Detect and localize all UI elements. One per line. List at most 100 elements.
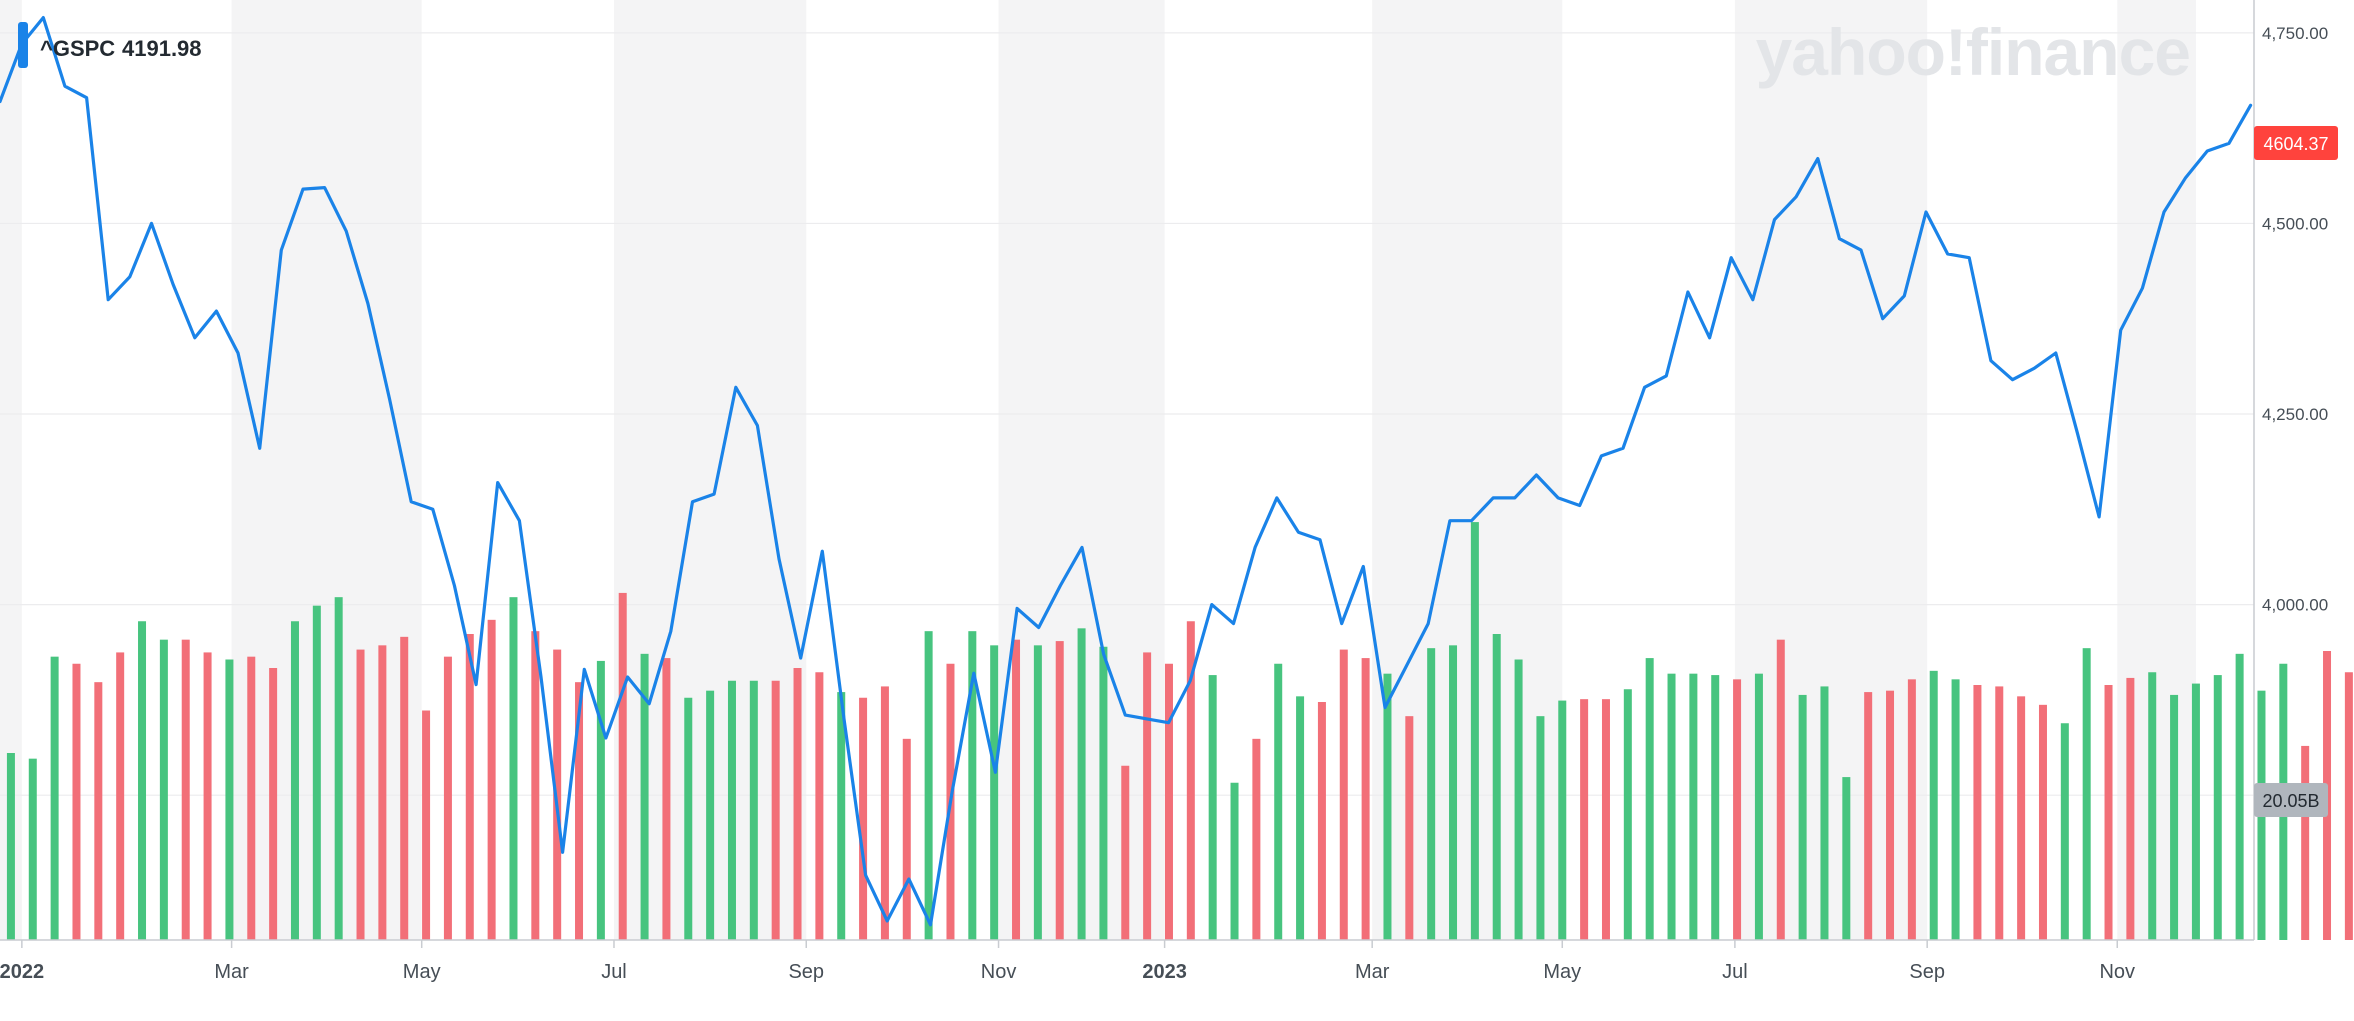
volume-bar: [727, 680, 736, 940]
volume-bar: [116, 652, 125, 940]
volume-bar: [837, 692, 846, 940]
volume-bar: [1492, 634, 1501, 940]
volume-bar: [1842, 777, 1851, 940]
last-price-tag: 4604.37: [2254, 126, 2338, 160]
volume-bar: [1536, 716, 1545, 940]
price-tick-label: 4,000.00: [2262, 596, 2328, 615]
volume-bar: [859, 697, 868, 940]
volume-bar: [2148, 672, 2157, 940]
last-price-label: 4604.37: [2263, 134, 2328, 154]
volume-bar: [356, 649, 365, 940]
volume-bar: [2038, 704, 2047, 940]
volume-bar: [553, 649, 562, 940]
volume-bar: [378, 645, 387, 940]
symbol-color-swatch: [18, 22, 28, 68]
volume-bar: [1864, 692, 1873, 940]
volume-bar: [2344, 672, 2353, 940]
volume-bar: [203, 652, 212, 940]
time-tick-label: May: [1543, 961, 1581, 983]
time-tick-label: Nov: [981, 961, 1017, 983]
month-shade-band: [1734, 0, 1928, 940]
volume-bar: [662, 658, 671, 940]
volume-bar: [1317, 702, 1326, 940]
volume-bar: [2017, 696, 2026, 940]
volume-bar: [1754, 673, 1763, 940]
volume-bar: [1012, 639, 1021, 940]
volume-bar: [2170, 694, 2179, 940]
volume-bar: [1667, 673, 1676, 940]
price-series[interactable]: [0, 16, 2253, 927]
volume-bar: [771, 680, 780, 940]
time-tick-label: Jul: [1722, 961, 1748, 983]
volume-bar: [1973, 685, 1982, 940]
volume-bar: [1886, 690, 1895, 940]
volume-bar: [247, 656, 256, 940]
volume-bar: [28, 758, 37, 940]
volume-bar: [706, 690, 715, 940]
volume-bar: [2126, 677, 2135, 940]
volume-bar: [1252, 738, 1261, 940]
volume-bar: [94, 682, 103, 940]
volume-bar: [596, 660, 605, 940]
volume-bar: [1470, 522, 1479, 940]
volume-bar: [400, 636, 409, 940]
volume-bar: [640, 653, 649, 940]
month-shade-band: [0, 0, 22, 940]
price-line[interactable]: [0, 16, 2253, 927]
volume-bar: [1929, 670, 1938, 940]
volume-bar: [269, 668, 278, 940]
time-tick-label: Sep: [788, 961, 824, 983]
volume-bar: [312, 605, 321, 940]
volume-bar: [880, 686, 889, 940]
volume-bar: [1208, 675, 1217, 940]
time-tick-label: Mar: [1355, 961, 1390, 983]
volume-bar: [531, 631, 540, 940]
time-tick-label: Sep: [1909, 961, 1945, 983]
volume-bar: [1995, 686, 2004, 940]
volume-bar: [1099, 646, 1108, 940]
time-tick-label: 2023: [1142, 961, 1187, 983]
volume-bar: [1143, 652, 1152, 940]
volume-bar: [181, 639, 190, 940]
volume-bar: [684, 697, 693, 940]
volume-bar: [1339, 649, 1348, 940]
volume-bar: [1623, 689, 1632, 940]
volume-bar: [1689, 673, 1698, 940]
month-shade-band: [231, 0, 422, 940]
volume-bar: [1711, 675, 1720, 940]
volume-bar: [1601, 699, 1610, 940]
time-tick-label: Jul: [601, 961, 627, 983]
time-tick-label: Nov: [2099, 961, 2135, 983]
yahoo-finance-watermark: yahoo!finance: [1756, 15, 2190, 89]
time-tick-label: May: [403, 961, 441, 983]
volume-bar: [2082, 648, 2091, 940]
volume-label: 20.05B: [2262, 791, 2319, 811]
volume-bar: [6, 753, 15, 940]
last-price-tag-bg: [2254, 126, 2338, 160]
volume-bar: [290, 621, 299, 940]
volume-bar: [2235, 653, 2244, 940]
volume-bar: [1274, 663, 1283, 940]
volume-bar: [2060, 723, 2069, 940]
volume-bar: [1361, 658, 1370, 940]
volume-bar: [1951, 679, 1960, 940]
volume-bar: [1383, 673, 1392, 940]
volume-bar: [2104, 685, 2113, 940]
volume-bar: [1558, 700, 1567, 940]
volume-bar: [793, 668, 802, 940]
volume-bar: [968, 631, 977, 940]
price-axis-ticks: 4,000.00 4,250.00 4,500.00 4,750.00: [2262, 24, 2328, 615]
symbol-legend[interactable]: ^GSPC 4191.98: [18, 22, 202, 68]
symbol-value: 4191.98: [122, 36, 202, 61]
volume-bar: [575, 682, 584, 940]
price-tick-label: 4,750.00: [2262, 24, 2328, 43]
volume-tag: 20.05B: [2254, 783, 2328, 817]
volume-bar: [1033, 645, 1042, 940]
volume-bar: [465, 634, 474, 940]
volume-bar: [1164, 663, 1173, 940]
volume-tag-bg: [2254, 783, 2328, 817]
volume-bar: [749, 680, 758, 940]
volume-bar: [72, 663, 81, 940]
volume-bar: [509, 597, 518, 940]
